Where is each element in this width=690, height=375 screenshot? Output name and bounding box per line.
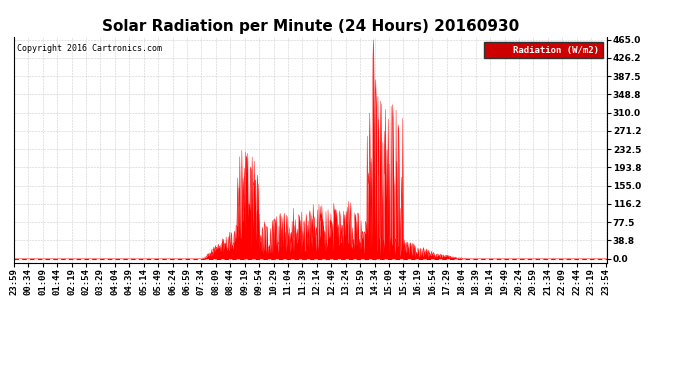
Text: Copyright 2016 Cartronics.com: Copyright 2016 Cartronics.com xyxy=(17,44,161,53)
Title: Solar Radiation per Minute (24 Hours) 20160930: Solar Radiation per Minute (24 Hours) 20… xyxy=(102,18,519,33)
Legend: Radiation (W/m2): Radiation (W/m2) xyxy=(484,42,602,58)
